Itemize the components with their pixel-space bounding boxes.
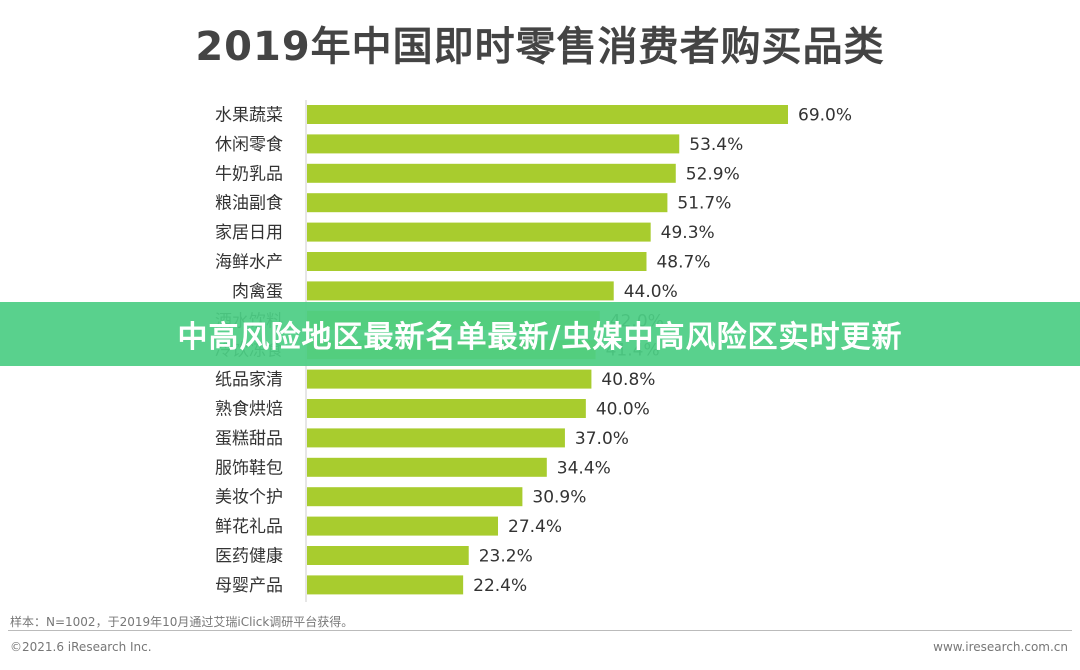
bar [307, 399, 586, 418]
category-label: 休闲零食 [215, 135, 283, 155]
value-label: 44.0% [624, 282, 678, 302]
overlay-banner[interactable]: 中高风险地区最新名单最新/虫媒中高风险区实时更新 [0, 302, 1080, 366]
category-label: 母婴产品 [215, 576, 283, 596]
category-label: 肉禽蛋 [232, 282, 283, 302]
value-label: 48.7% [656, 253, 710, 273]
bar [307, 487, 523, 507]
value-label: 34.4% [557, 458, 611, 478]
website-text: www.iresearch.com.cn [933, 640, 1068, 654]
category-label: 海鲜水产 [215, 253, 283, 273]
category-label: 蛋糕甜品 [215, 429, 283, 449]
bar [307, 281, 614, 301]
category-label: 医药健康 [215, 547, 283, 567]
category-label: 美妆个护 [215, 488, 283, 508]
bar [307, 252, 647, 271]
bar [307, 457, 547, 477]
value-label: 49.3% [661, 223, 715, 243]
category-label: 服饰鞋包 [215, 458, 283, 478]
bar [307, 105, 788, 124]
bar [307, 369, 592, 389]
footer-divider [8, 630, 1072, 631]
value-label: 51.7% [677, 194, 731, 214]
value-label: 30.9% [532, 488, 586, 508]
category-label: 水果蔬菜 [215, 106, 283, 126]
bar [307, 428, 565, 448]
bar [307, 134, 680, 154]
category-label: 纸品家清 [215, 370, 283, 390]
bar [307, 193, 668, 213]
value-label: 53.4% [689, 135, 743, 155]
value-label: 40.8% [601, 370, 655, 390]
category-label: 牛奶乳品 [215, 164, 283, 184]
value-label: 52.9% [686, 164, 740, 184]
bar [307, 575, 464, 595]
bar [307, 516, 499, 536]
category-label: 粮油副食 [215, 194, 283, 214]
value-label: 69.0% [798, 106, 852, 126]
value-label: 37.0% [575, 429, 629, 449]
sample-footnote: 样本：N=1002，于2019年10月通过艾瑞iClick调研平台获得。 [10, 615, 354, 629]
chart-title: 2019年中国即时零售消费者购买品类 [195, 24, 885, 70]
category-label: 家居日用 [215, 223, 283, 243]
value-label: 22.4% [473, 576, 527, 596]
value-label: 27.4% [508, 517, 562, 537]
value-label: 40.0% [596, 400, 650, 420]
category-label: 熟食烘焙 [215, 399, 283, 420]
category-label: 鲜花礼品 [215, 517, 283, 537]
bar [307, 546, 469, 565]
value-label: 23.2% [479, 547, 533, 567]
bar [307, 222, 651, 242]
copyright-text: ©2021.6 iResearch Inc. [10, 640, 152, 654]
bar [307, 163, 676, 183]
